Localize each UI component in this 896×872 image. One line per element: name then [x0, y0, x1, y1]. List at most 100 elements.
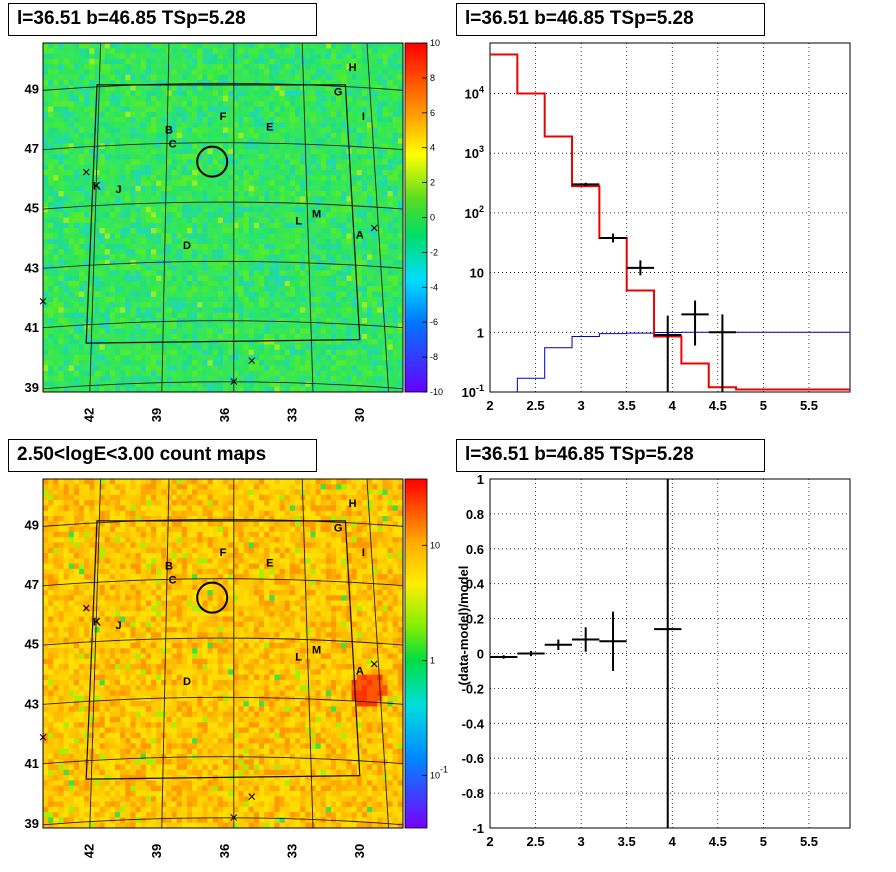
map-pixel: [223, 302, 229, 308]
map-pixel: [248, 233, 255, 239]
map-pixel: [202, 286, 208, 292]
map-pixel: [48, 212, 54, 218]
map-pixel: [48, 526, 54, 533]
map-pixel: [382, 95, 388, 102]
map-pixel: [361, 376, 368, 382]
map-pixel: [233, 95, 239, 102]
map-pixel: [315, 360, 322, 366]
map-pixel: [243, 370, 250, 377]
map-pixel: [53, 664, 59, 670]
map-pixel: [269, 222, 275, 229]
map-pixel: [104, 317, 111, 324]
map-pixel: [351, 101, 358, 107]
map-pixel: [367, 228, 373, 234]
map-pixel: [310, 180, 316, 187]
map-pixel: [248, 328, 255, 335]
map-pixel: [125, 80, 131, 86]
map-pixel: [151, 286, 157, 292]
map-pixel: [120, 175, 126, 181]
map-pixel: [43, 58, 49, 65]
map-pixel: [382, 201, 388, 208]
map-pixel: [223, 344, 229, 350]
map-pixel: [264, 138, 270, 144]
map-pixel: [397, 365, 404, 372]
map-pixel: [73, 302, 80, 308]
map-pixel: [392, 201, 399, 208]
map-pixel: [161, 154, 167, 160]
map-pixel: [187, 222, 193, 229]
map-pixel: [341, 180, 347, 187]
map-pixel: [43, 579, 49, 586]
map-longitude-line: [366, 42, 390, 393]
map-pixel: [284, 360, 291, 366]
map-pixel: [48, 185, 54, 192]
map-pixel: [73, 312, 80, 319]
map-pixel: [145, 291, 152, 298]
map-pixel: [228, 48, 234, 54]
map-pixel: [115, 143, 121, 150]
map-pixel: [336, 386, 342, 393]
map-pixel: [181, 328, 188, 335]
map-pixel: [223, 74, 229, 81]
map-pixel: [269, 333, 275, 340]
map-pixel: [43, 553, 49, 559]
map-pixel: [140, 376, 147, 382]
map-pixel: [115, 228, 121, 234]
map-pixel: [181, 243, 188, 250]
map-pixel: [63, 117, 70, 123]
map-pixel: [259, 259, 265, 266]
map-pixel: [361, 365, 368, 372]
map-pixel: [377, 238, 383, 245]
map-pixel: [295, 69, 301, 76]
map-pixel: [305, 201, 311, 208]
map-pixel: [58, 53, 64, 60]
map-pixel: [161, 307, 167, 313]
map-pixel: [305, 275, 311, 282]
map-pixel: [223, 111, 229, 118]
map-pixel: [372, 175, 378, 181]
map-pixel: [156, 122, 162, 128]
map-pixel: [320, 302, 327, 308]
map-pixel: [43, 722, 49, 728]
map-pixel: [53, 743, 59, 749]
map-pixel: [73, 354, 80, 361]
map-pixel: [259, 90, 265, 97]
map-pixel: [187, 354, 193, 361]
map-pixel: [382, 370, 388, 377]
map-pixel: [43, 127, 49, 134]
map-pixel: [238, 233, 244, 239]
map-pixel: [325, 333, 332, 340]
map-pixel: [397, 148, 404, 155]
map-pixel: [109, 196, 116, 202]
map-pixel: [151, 280, 157, 287]
map-pixel: [197, 80, 203, 86]
map-pixel: [187, 238, 193, 245]
map-pixel: [336, 117, 342, 123]
map-pixel: [217, 344, 224, 350]
map-pixel: [269, 201, 275, 208]
map-pixel: [84, 180, 90, 187]
map-pixel: [253, 212, 260, 218]
map-pixel: [341, 349, 347, 356]
map-pixel: [382, 217, 388, 224]
map-pixel: [238, 185, 244, 192]
map-pixel: [145, 296, 152, 303]
map-pixel: [48, 553, 54, 559]
map-pixel: [274, 69, 280, 76]
map-pixel: [243, 222, 250, 229]
map-pixel: [310, 143, 316, 150]
map-pixel: [120, 317, 126, 324]
map-pixel: [145, 48, 152, 54]
map-pixel: [58, 775, 64, 781]
map-pixel: [341, 296, 347, 303]
map-pixel: [217, 69, 224, 76]
map-pixel: [228, 159, 234, 165]
map-pixel: [135, 286, 142, 292]
map-pixel: [53, 796, 59, 802]
map-pixel: [53, 780, 59, 786]
map-pixel: [305, 344, 311, 350]
map-pixel: [320, 101, 327, 107]
map-pixel: [253, 365, 260, 372]
map-pixel: [171, 164, 178, 171]
map-pixel: [238, 302, 244, 308]
